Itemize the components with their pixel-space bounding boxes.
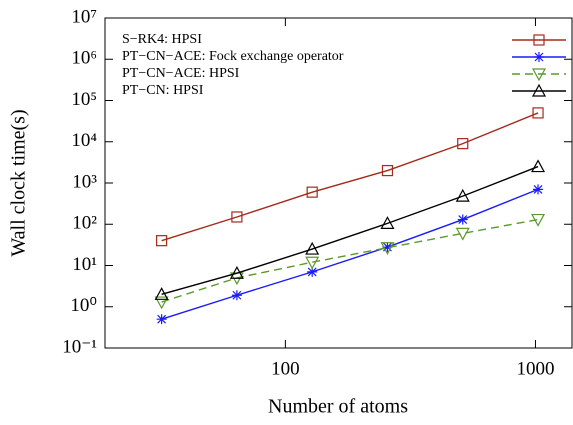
marker [533, 34, 545, 46]
series-line [161, 188, 539, 320]
marker [380, 242, 395, 255]
y-tick-label: 10⁶ [71, 48, 97, 69]
x-tick-label: 1000 [516, 358, 554, 379]
marker [306, 186, 318, 198]
marker [305, 256, 320, 270]
marker [305, 241, 320, 255]
marker [531, 68, 547, 82]
marker [533, 184, 544, 195]
marker [531, 159, 546, 173]
marker [231, 211, 243, 223]
marker [457, 214, 468, 225]
y-tick-label: 10³ [72, 171, 97, 192]
x-tick-label: 100 [271, 358, 300, 379]
series-line [161, 165, 539, 296]
marker [229, 265, 244, 279]
y-axis-label: Wall clock time(s) [8, 109, 30, 256]
marker [231, 290, 242, 301]
marker [156, 314, 167, 325]
marker [455, 188, 470, 202]
marker [382, 242, 393, 253]
legend-label: S−RK4: HPSI [122, 32, 202, 47]
y-tick-label: 10⁰ [70, 295, 97, 316]
y-tick-label: 10⁵ [71, 89, 97, 110]
marker [531, 213, 546, 227]
y-tick-label: 10⁷ [71, 6, 97, 27]
legend-label: PT−CN−ACE: Fock exchange operator [122, 49, 344, 64]
series-line [161, 218, 539, 303]
marker [154, 287, 169, 300]
marker [457, 138, 469, 150]
marker [381, 164, 394, 177]
marker [532, 107, 544, 119]
marker [531, 83, 547, 97]
legend-label: PT−CN−ACE: HPSI [122, 66, 240, 81]
series-line [161, 112, 539, 242]
marker [380, 216, 395, 229]
y-tick-label: 10¹ [72, 254, 97, 275]
marker [534, 52, 544, 62]
y-tick-label: 10² [72, 213, 97, 234]
legend-label: PT−CN: HPSI [122, 83, 204, 98]
marker [307, 266, 318, 277]
marker [156, 235, 168, 247]
y-tick-label: 10⁻¹ [62, 336, 97, 357]
y-tick-label: 10⁴ [71, 130, 97, 151]
x-axis-label: Number of atoms [268, 396, 408, 418]
marker [154, 296, 169, 310]
marker [455, 227, 470, 241]
